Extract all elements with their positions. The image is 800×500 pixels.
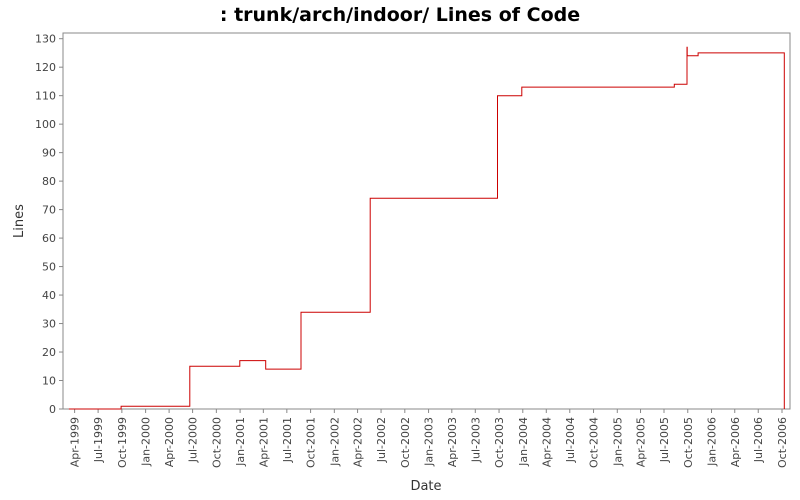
x-tick-label: Apr-2005 xyxy=(635,417,648,467)
x-tick-label: Jan-2005 xyxy=(611,417,624,467)
x-tick-label: Jan-2003 xyxy=(423,417,436,467)
y-tick-label: 120 xyxy=(35,61,56,74)
y-tick-label: 90 xyxy=(42,147,56,160)
x-tick-label: Jul-2006 xyxy=(752,417,765,463)
y-tick-label: 110 xyxy=(35,90,56,103)
x-tick-label: Jul-1999 xyxy=(92,417,105,463)
y-tick-label: 0 xyxy=(49,403,56,416)
plot-area xyxy=(62,32,791,410)
series-line xyxy=(68,46,785,410)
y-tick-label: 30 xyxy=(42,318,56,331)
y-tick-label: 20 xyxy=(42,346,56,359)
y-axis-label: Lines xyxy=(12,204,27,238)
x-tick-label: Oct-2006 xyxy=(776,417,789,468)
x-tick-label: Oct-2003 xyxy=(493,417,506,468)
x-tick-label: Oct-2001 xyxy=(305,417,318,468)
x-tick-label: Jan-2004 xyxy=(517,417,530,467)
x-axis-label: Date xyxy=(410,479,441,494)
x-tick-label: Jan-2006 xyxy=(706,417,719,467)
y-tick-label: 80 xyxy=(42,175,56,188)
x-tick-label: Oct-2002 xyxy=(399,417,412,468)
x-tick-label: Jul-2002 xyxy=(375,417,388,463)
y-tick-label: 10 xyxy=(42,375,56,388)
y-tick-label: 100 xyxy=(35,118,56,131)
x-tick-label: Oct-2000 xyxy=(210,417,223,468)
x-tick-label: Apr-2001 xyxy=(257,417,270,467)
x-tick-label: Apr-1999 xyxy=(69,417,82,467)
x-tick-label: Apr-2006 xyxy=(729,417,742,467)
x-tick-label: Oct-2004 xyxy=(588,417,601,468)
x-tick-label: Jul-2001 xyxy=(281,417,294,463)
x-tick-label: Jan-2001 xyxy=(234,417,247,467)
x-tick-label: Apr-2002 xyxy=(352,417,365,467)
y-tick-label: 50 xyxy=(42,261,56,274)
x-tick-label: Apr-2003 xyxy=(446,417,459,467)
y-tick-label: 40 xyxy=(42,289,56,302)
y-tick-label: 130 xyxy=(35,33,56,46)
x-tick-label: Jul-2005 xyxy=(658,417,671,463)
x-tick-label: Jan-2000 xyxy=(140,417,153,467)
x-tick-label: Jul-2004 xyxy=(564,417,577,463)
x-tick-label: Oct-1999 xyxy=(116,417,129,468)
series-layer xyxy=(68,46,785,410)
x-tick-label: Apr-2000 xyxy=(163,417,176,467)
x-axis: Apr-1999 Jul-1999 Oct-1999 Jan-2000 Apr-2000… xyxy=(69,409,789,468)
x-tick-label: Jan-2002 xyxy=(328,417,341,467)
x-tick-label: Apr-2004 xyxy=(540,417,553,467)
y-tick-label: 70 xyxy=(42,204,56,217)
x-tick-label: Jul-2000 xyxy=(187,417,200,463)
chart-title: : trunk/arch/indoor/ Lines of Code xyxy=(220,4,580,26)
x-tick-label: Oct-2005 xyxy=(682,417,695,468)
y-tick-label: 60 xyxy=(42,232,56,245)
y-axis: 0 10 20 30 40 50 60 70 80 90 100 110 120 130 xyxy=(35,33,63,416)
x-tick-label: Jul-2003 xyxy=(469,417,482,463)
